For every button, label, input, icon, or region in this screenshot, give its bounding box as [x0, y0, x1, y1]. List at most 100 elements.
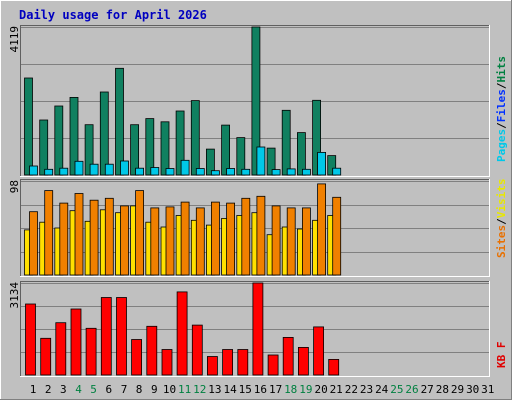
- bar-files: [44, 168, 54, 176]
- y-axis-max-label: 3134: [8, 282, 21, 309]
- x-axis-tick-labels: 1 2 3 4 5 6 7 8 9 10 11 12 13 14 15 16 17 18 19 20 21 22 23 24 2…: [30, 383, 495, 396]
- bar-files: [180, 159, 190, 176]
- x-tick-label: 4: [75, 383, 82, 396]
- x-tick-label: 31: [481, 383, 494, 396]
- legend-separator: /: [495, 82, 508, 89]
- bar-files: [74, 160, 84, 176]
- bar-files: [120, 160, 129, 176]
- x-tick-label: 29: [451, 383, 464, 396]
- bar-files: [301, 168, 311, 176]
- x-tick-label: 6: [105, 383, 112, 396]
- bar-files: [256, 146, 266, 176]
- bar-kb: [313, 326, 325, 376]
- bar-kb: [146, 325, 158, 376]
- bar-hits: [205, 148, 215, 176]
- x-tick-label: 3: [60, 383, 67, 396]
- bar-sites: [120, 205, 129, 276]
- bar-sites: [226, 202, 236, 276]
- bar-kb: [55, 322, 67, 376]
- x-tick-label: 13: [208, 383, 221, 396]
- bar-files: [226, 168, 236, 176]
- legend-item-sites: Sites: [495, 225, 508, 258]
- bar-sites: [332, 196, 342, 276]
- bar-kb: [222, 349, 234, 376]
- bar-kb: [191, 324, 203, 376]
- x-tick-label: 5: [90, 383, 97, 396]
- bar-sites: [104, 197, 114, 276]
- bar-kb: [328, 358, 340, 376]
- legend-item-hits: Hits: [495, 56, 508, 83]
- bar-kb: [40, 337, 52, 376]
- bar-kb: [297, 346, 309, 376]
- chart-panels: 4119Pages/Files/Hits98Sites/Visits3134KB…: [8, 25, 508, 377]
- bar-sites: [29, 211, 38, 276]
- bar-sites: [44, 190, 54, 276]
- x-tick-label: 30: [466, 383, 479, 396]
- bar-sites: [135, 190, 145, 276]
- bar-kb: [267, 354, 279, 376]
- bar-sites: [286, 207, 296, 276]
- bar-sites: [195, 207, 205, 276]
- chart-title: Daily usage for April 2026: [19, 8, 207, 22]
- bar-files: [286, 168, 296, 176]
- bar-kb: [131, 339, 143, 376]
- bar-kb: [206, 356, 218, 376]
- bar-kb: [70, 308, 82, 376]
- x-tick-label: 15: [239, 383, 252, 396]
- x-tick-label: 14: [223, 383, 237, 396]
- x-tick-label: 18: [284, 383, 297, 396]
- panel-middle: 98 Sites/Visits: [8, 179, 508, 277]
- bar-files: [89, 163, 99, 176]
- bar-kb: [100, 297, 112, 376]
- bar-sites: [241, 197, 251, 276]
- bar-hits: [312, 99, 322, 176]
- bar-hits: [327, 155, 337, 176]
- x-tick-label: 19: [299, 383, 312, 396]
- bar-hits: [251, 26, 261, 176]
- bar-hits: [24, 77, 33, 176]
- bar-files: [271, 169, 281, 176]
- x-tick-label: 10: [163, 383, 176, 396]
- bar-sites: [150, 207, 160, 276]
- bar-hits: [236, 137, 246, 176]
- bar-sites: [74, 193, 84, 276]
- bar-sites: [256, 195, 266, 276]
- legend-separator: /: [495, 122, 508, 129]
- x-tick-label: 22: [345, 383, 358, 396]
- legend-item-visits: Visits: [495, 179, 508, 219]
- bar-kb: [85, 327, 97, 376]
- bar-sites: [210, 201, 220, 276]
- bar-hits: [160, 121, 170, 176]
- x-tick-label: 27: [421, 383, 434, 396]
- legend-top: Pages/Files/Hits: [495, 56, 508, 162]
- bar-kb: [161, 349, 173, 376]
- x-tick-label: 9: [151, 383, 158, 396]
- bar-files: [104, 163, 114, 176]
- bar-hits: [54, 105, 64, 176]
- bar-hits: [145, 118, 155, 176]
- bar-hits: [39, 119, 49, 176]
- x-tick-label: 8: [136, 383, 143, 396]
- x-tick-label: 16: [254, 383, 267, 396]
- bar-sites: [271, 205, 281, 276]
- x-tick-label: 2: [45, 383, 52, 396]
- bar-kb: [237, 349, 249, 376]
- bar-files: [135, 167, 145, 176]
- bar-sites: [317, 183, 327, 276]
- bar-sites: [301, 207, 311, 276]
- bar-sites: [165, 206, 175, 276]
- x-tick-label: 28: [436, 383, 449, 396]
- bar-hits: [84, 124, 94, 176]
- x-tick-label: 26: [405, 383, 418, 396]
- bar-files: [59, 167, 69, 176]
- bar-sites: [180, 201, 190, 276]
- bar-hits: [221, 124, 231, 176]
- legend-item-files: Files: [495, 89, 508, 122]
- bar-files: [241, 168, 251, 176]
- bar-hits: [190, 100, 200, 176]
- bar-hits: [175, 110, 185, 176]
- y-axis-max-label: 4119: [8, 26, 21, 53]
- x-tick-label: 7: [121, 383, 128, 396]
- bar-hits: [69, 97, 79, 176]
